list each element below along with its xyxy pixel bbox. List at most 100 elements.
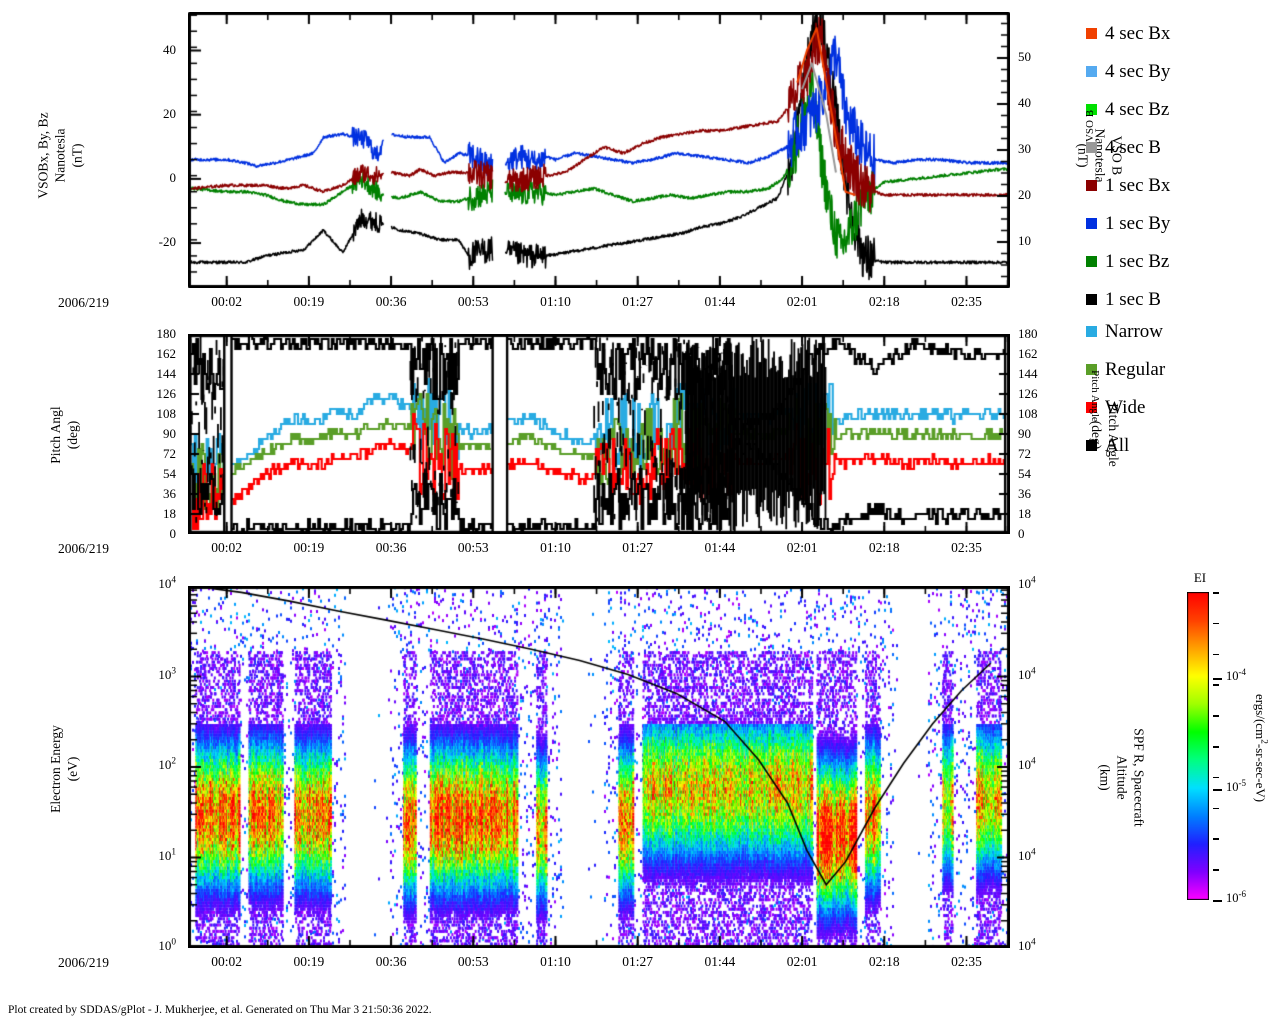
panel3-left-tick: 102 [158, 756, 176, 772]
panel1-left-tick: 0 [169, 169, 177, 185]
legend-group-label-pitch-angle: Pitch Angle [1050, 370, 1140, 422]
legend-group-vso-b-text: VSO B [1084, 109, 1096, 143]
x-axis-tick-label: 02:01 [786, 540, 818, 555]
x-axis-tick-label: 02:18 [868, 540, 900, 555]
colorbar-minor-tick [1213, 900, 1219, 902]
x-axis-tick-label: 02:01 [786, 954, 818, 969]
magnetic-field-plot-canvas [188, 12, 1010, 288]
panel2-left-tick: 90 [163, 426, 176, 441]
legend-item[interactable]: 4 sec Bz [1086, 100, 1169, 119]
legend-group-pitch-angle-text: Pitch Angle [1089, 370, 1101, 422]
panel3-right-title-line3: (km) [1097, 764, 1113, 791]
legend-item-label: Narrow [1105, 321, 1164, 342]
x-axis-tick-label: 00:19 [293, 954, 325, 969]
panel2-right-tick: 144 [1018, 366, 1038, 381]
panel2-left-tick: 108 [156, 406, 177, 421]
x-axis-tick-label: 01:27 [622, 294, 654, 309]
legend-item[interactable]: Wide [1086, 398, 1145, 417]
panel2-right-tick-labels: 0 18 36 54 72 90 108 126 144 162 180 [1018, 320, 1074, 550]
colorbar-tick-label: 10-5 [1226, 777, 1246, 795]
panel3-right-tick: 104 [1018, 575, 1036, 591]
x-axis-tick-label: 00:53 [457, 954, 489, 969]
colorbar-minor-tick [1213, 684, 1219, 686]
panel3-left-tick: 104 [158, 575, 176, 591]
panel1-left-tick: 20 [163, 105, 176, 121]
legend-item[interactable]: 4 sec Bx [1086, 24, 1170, 43]
legend-item-label: 4 sec B [1105, 137, 1161, 158]
legend: 4 sec Bx 4 sec By 4 sec Bz 4 sec B 1 sec Bx 1… [1086, 10, 1266, 480]
legend-swatch-icon [1086, 218, 1097, 229]
legend-swatch-icon [1086, 294, 1097, 305]
legend-item[interactable]: 1 sec B [1086, 290, 1161, 309]
x-axis-tick-label: 00:02 [211, 540, 243, 555]
panel1-right-tick: 50 [1018, 49, 1031, 64]
panel2-left-tick-labels: 0 18 36 54 72 90 108 126 144 162 180 [126, 320, 182, 550]
legend-swatch-icon [1086, 402, 1097, 413]
legend-item[interactable]: 1 sec Bz [1086, 252, 1169, 271]
panel3-right-tick: 104 [1018, 937, 1036, 953]
legend-item-label: Wide [1105, 397, 1146, 418]
panel3-left-title-line1: Electron Energy [48, 725, 63, 813]
panel2-right-tick: 18 [1018, 506, 1031, 521]
panel3-right-title-line2: Altitude [1114, 755, 1130, 800]
pitch-angle-plot-canvas [188, 334, 1010, 534]
legend-item-label: 1 sec Bx [1105, 175, 1171, 196]
panel2-left-tick: 72 [163, 446, 176, 461]
legend-item[interactable]: All [1086, 436, 1129, 455]
panel-pitch-angle [188, 334, 1010, 534]
legend-item[interactable]: Narrow [1086, 322, 1163, 341]
x-axis-tick-label: 02:35 [951, 294, 982, 309]
panel2-left-tick: 162 [156, 346, 177, 361]
legend-swatch-icon [1086, 326, 1097, 337]
legend-item-label: 1 sec B [1105, 289, 1161, 310]
legend-item[interactable]: 4 sec By [1086, 62, 1170, 81]
panel3-left-tick: 101 [158, 847, 176, 863]
colorbar-title: EI [1193, 570, 1207, 585]
x-axis-tick-label: 01:27 [622, 954, 654, 969]
x-axis-tick-label: 02:18 [868, 294, 900, 309]
panel2-left-tick: 36 [163, 486, 176, 501]
legend-swatch-icon [1086, 142, 1097, 153]
x-axis-tick-label: 02:35 [951, 954, 982, 969]
spectrogram-canvas [188, 586, 1010, 948]
panel1-left-tick-labels: -20 0 20 40 [120, 0, 182, 300]
panel1-left-tick: -20 [158, 234, 176, 250]
panel1-right-tick: 20 [1018, 187, 1031, 202]
panel1-right-tick: 40 [1018, 95, 1031, 110]
colorbar-minor-tick [1213, 592, 1219, 594]
x-axis-tick-label: 00:53 [457, 540, 489, 555]
x-axis-tick-label: 01:27 [622, 540, 654, 555]
legend-item[interactable]: 1 sec Bx [1086, 176, 1170, 195]
legend-swatch-icon [1086, 180, 1097, 191]
x-axis-tick-label: 00:19 [293, 540, 325, 555]
panel2-left-tick: 144 [156, 366, 177, 381]
x-axis-tick-label: 00:53 [457, 294, 489, 309]
x-axis-tick-label: 02:18 [868, 954, 900, 969]
colorbar-minor-tick [1213, 869, 1219, 871]
legend-swatch-icon [1086, 440, 1097, 451]
colorbar-tick-mark [1213, 678, 1222, 681]
panel2-left-tick: 18 [163, 506, 176, 521]
panel3-left-tick-labels: 100 101 102 103 104 [118, 570, 182, 970]
panel2-left-title-line1: Pitch Angl [48, 406, 63, 464]
legend-item[interactable]: Regular [1086, 360, 1165, 379]
panel1-left-tick: 40 [163, 41, 176, 57]
panel1-left-title-line1: VSOBx, By, Bz [35, 112, 51, 199]
legend-item[interactable]: 4 sec B [1086, 138, 1161, 157]
panel2-right-tick: 162 [1018, 346, 1038, 361]
colorbar-minor-tick [1213, 807, 1219, 810]
panel1-x-tick-labels: 00:02 00:19 00:36 00:53 01:10 01:27 01:44 02:01… [188, 292, 1010, 314]
panel2-right-tick: 36 [1018, 486, 1031, 501]
legend-swatch-icon [1086, 256, 1097, 267]
panel2-left-tick: 180 [156, 326, 177, 341]
panel3-right-tick: 104 [1018, 756, 1036, 772]
panel2-right-tick: 54 [1018, 466, 1031, 481]
colorbar-minor-tick [1213, 838, 1219, 840]
panel2-left-title-line2: (deg) [65, 420, 80, 450]
legend-item[interactable]: 1 sec By [1086, 214, 1170, 233]
x-axis-tick-label: 01:10 [540, 954, 571, 969]
panel2-left-tick: 0 [169, 526, 177, 541]
panel2-right-tick: 126 [1018, 386, 1038, 401]
x-axis-tick-label: 01:44 [704, 954, 736, 969]
legend-swatch-icon [1086, 364, 1097, 375]
